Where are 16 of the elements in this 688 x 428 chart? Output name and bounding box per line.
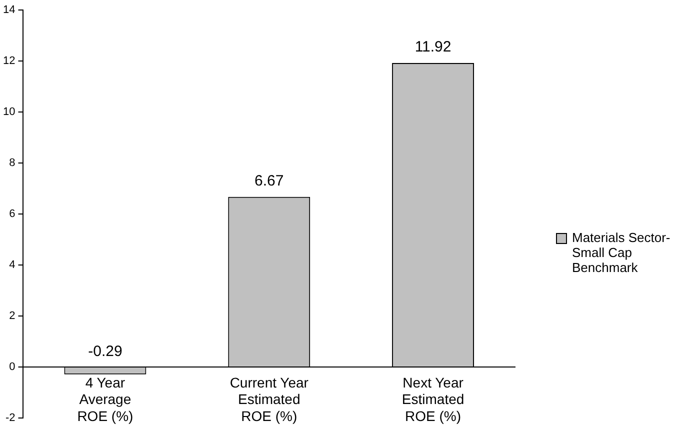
y-tick-label: 0 <box>9 361 16 374</box>
x-tick-label: Next Year Estimated ROE (%) <box>402 374 464 424</box>
data-label: 11.92 <box>414 38 452 56</box>
x-tick-label: Current Year Estimated ROE (%) <box>230 374 309 424</box>
y-tick-label: 6 <box>9 208 16 220</box>
y-tick-label: 10 <box>2 106 16 118</box>
y-tick-label: 2 <box>9 310 16 322</box>
data-label: 6.67 <box>254 172 284 190</box>
y-tick-label: 14 <box>2 4 16 16</box>
y-tick-label: -2 <box>5 412 16 424</box>
y-tick-label: 12 <box>2 55 16 68</box>
x-tick-label: 4 Year Average ROE (%) <box>77 374 134 424</box>
y-tick-label: 4 <box>9 259 16 272</box>
y-tick-label: 8 <box>9 157 16 170</box>
legend-label: Materials Sector-Small Cap Benchmark <box>572 230 672 275</box>
data-label: -0.29 <box>88 343 122 360</box>
